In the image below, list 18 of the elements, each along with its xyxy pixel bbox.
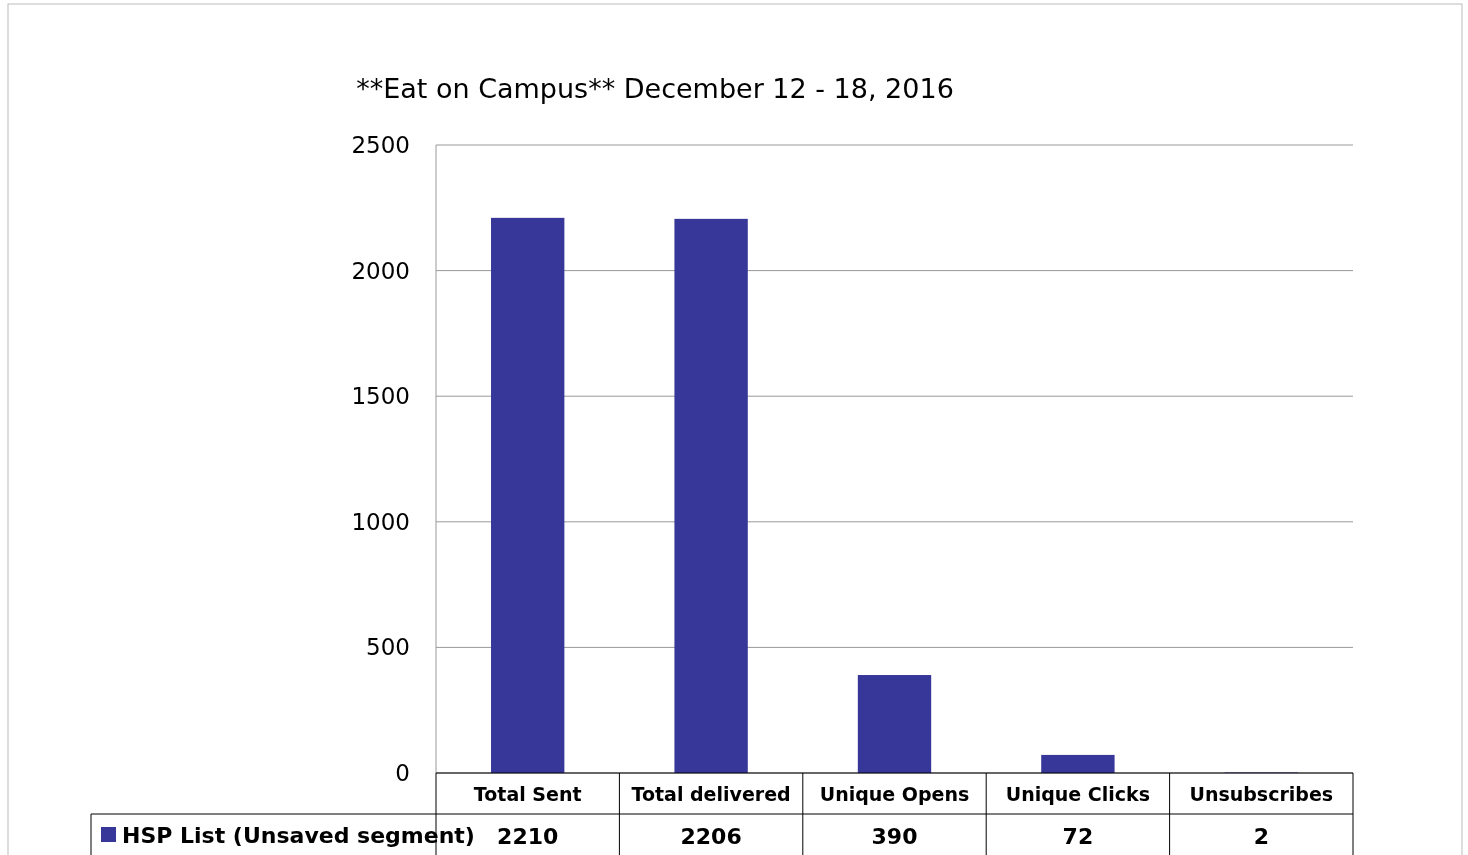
- y-tick-label: 2000: [351, 257, 410, 284]
- data-label: 2210: [497, 824, 559, 849]
- y-tick-label: 1000: [351, 508, 410, 535]
- y-tick-label: 0: [395, 760, 410, 786]
- x-tick-label: Unique Clicks: [1005, 783, 1151, 805]
- x-tick-label: Unique Opens: [819, 783, 970, 805]
- y-tick-label: 500: [366, 634, 410, 661]
- x-tick-label: Unsubscribes: [1189, 783, 1334, 805]
- y-tick-label: 2500: [351, 132, 410, 158]
- chart-title: **Eat on Campus** December 12 - 18, 2016: [356, 73, 954, 104]
- x-tick-label: Total Sent: [473, 783, 582, 805]
- y-tick-label: 1500: [351, 383, 410, 410]
- x-tick-label: Total delivered: [631, 783, 791, 805]
- data-label: 390: [871, 824, 918, 849]
- data-label: 2: [1253, 824, 1269, 849]
- legend-label: HSP List (Unsaved segment): [122, 823, 475, 848]
- data-label: 2206: [680, 824, 742, 849]
- data-label: 72: [1062, 824, 1094, 849]
